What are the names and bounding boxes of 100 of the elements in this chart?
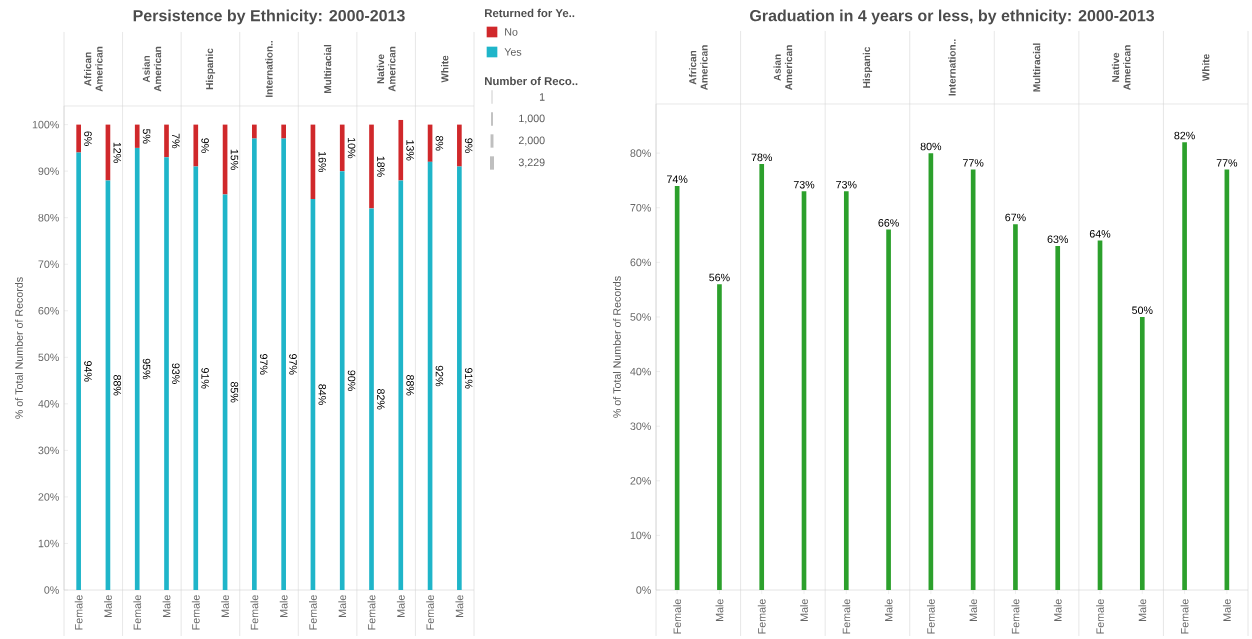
x-tick-label: Male: [104, 595, 112, 617]
data-label: 88%: [113, 375, 122, 396]
y-axis-title: % of Total Number of Records: [15, 277, 23, 419]
data-label: 88%: [406, 375, 414, 396]
bar: [281, 124, 286, 139]
text: White: [1202, 54, 1210, 82]
bar: [134, 147, 140, 590]
y-tick-label: 80%: [630, 149, 651, 157]
bar: [759, 164, 765, 590]
data-label: 16%: [318, 151, 327, 173]
data-label: 91%: [201, 368, 209, 389]
text: Number of Reco..: [485, 76, 578, 86]
text: Internation..: [265, 41, 273, 97]
bar: [193, 124, 199, 167]
x-tick-label: Female: [426, 595, 434, 630]
text: African American: [688, 45, 708, 91]
bar: [193, 166, 199, 590]
x-tick-label: Female: [1180, 599, 1189, 634]
bar: [134, 124, 140, 148]
data-label: 15%: [230, 149, 239, 170]
data-label: 95%: [142, 358, 151, 380]
legend-label: No: [505, 28, 518, 36]
y-tick-label: 30%: [630, 422, 651, 430]
bar: [281, 138, 286, 590]
data-label: 64%: [1089, 230, 1111, 238]
text: African American: [83, 46, 103, 92]
chart-title: Graduation in 4 years or less, by ethnicity: 2000-2013: [750, 9, 1155, 25]
y-tick-label: 20%: [38, 493, 59, 501]
text: Internation..: [948, 39, 956, 96]
text: 1: [539, 93, 545, 101]
data-label: 84%: [318, 384, 327, 405]
x-tick-label: Female: [133, 595, 142, 630]
x-tick-label: Male: [221, 595, 229, 617]
x-tick-label: Male: [715, 599, 724, 621]
y-tick-label: 10%: [38, 539, 59, 548]
y-tick-label: 0%: [44, 586, 59, 594]
data-label: 97%: [289, 354, 297, 375]
bar: [398, 180, 404, 590]
y-tick-label: 10%: [630, 531, 651, 540]
bar: [369, 124, 374, 209]
data-label: 78%: [751, 153, 773, 162]
x-tick-label: Female: [191, 595, 200, 630]
y-tick-label: 60%: [38, 306, 59, 315]
y-tick-label: 100%: [32, 120, 59, 129]
legend-label: Yes: [504, 48, 522, 56]
text: Asian American: [142, 46, 162, 92]
y-axis-title: % of Total Number of Records: [612, 276, 621, 418]
bar: [164, 157, 169, 590]
bar: [1182, 142, 1187, 590]
y-tick-label: 70%: [38, 260, 59, 268]
x-tick-label: Female: [842, 599, 851, 634]
data-label: 74%: [667, 175, 688, 183]
x-tick-label: Female: [757, 599, 766, 634]
text: 3,229: [518, 158, 545, 168]
x-tick-label: Female: [1096, 599, 1104, 634]
text: 1,000: [519, 114, 545, 124]
y-tick-label: 50%: [630, 313, 651, 321]
x-tick-label: Female: [926, 599, 935, 634]
y-tick-label: 90%: [38, 167, 59, 175]
data-label: 12%: [113, 142, 122, 163]
data-label: 67%: [1005, 213, 1026, 222]
x-tick-label: Male: [800, 599, 808, 621]
text: Asian American: [773, 45, 793, 91]
data-label: 9%: [464, 138, 473, 153]
legend-title: Returned for Ye..: [485, 8, 575, 18]
x-tick-label: Male: [1222, 599, 1231, 621]
bar: [886, 229, 891, 590]
data-label: 73%: [793, 180, 815, 189]
y-tick-label: 70%: [630, 203, 651, 212]
data-label: 97%: [259, 354, 268, 375]
x-tick-label: Female: [367, 595, 376, 630]
x-tick-label: Female: [673, 599, 682, 634]
data-label: 93%: [172, 363, 180, 384]
data-label: 9%: [201, 138, 209, 153]
data-label: 91%: [464, 368, 473, 389]
y-tick-label: 50%: [38, 353, 59, 362]
x-tick-label: Female: [74, 595, 83, 630]
x-tick-label: Female: [250, 595, 259, 630]
data-label: 82%: [1174, 131, 1195, 140]
bar: [843, 191, 849, 590]
data-label: 80%: [920, 142, 942, 151]
data-label: 10%: [347, 138, 356, 159]
x-tick-label: Male: [455, 595, 464, 617]
y-tick-label: 80%: [38, 213, 59, 222]
data-label: 18%: [377, 156, 385, 177]
x-tick-label: Male: [1053, 599, 1062, 621]
bar: [339, 124, 345, 172]
bar: [76, 152, 81, 590]
y-tick-label: 60%: [630, 258, 651, 267]
data-label: 94%: [84, 361, 92, 382]
x-tick-label: Male: [396, 595, 405, 617]
bar: [339, 171, 345, 590]
bar: [252, 124, 257, 139]
data-label: 7%: [172, 133, 180, 149]
bar: [457, 166, 462, 590]
bar: [164, 124, 169, 158]
data-label: 56%: [709, 273, 730, 282]
x-tick-label: Male: [162, 595, 171, 617]
x-tick-label: Male: [338, 595, 347, 617]
data-label: 13%: [406, 140, 414, 161]
